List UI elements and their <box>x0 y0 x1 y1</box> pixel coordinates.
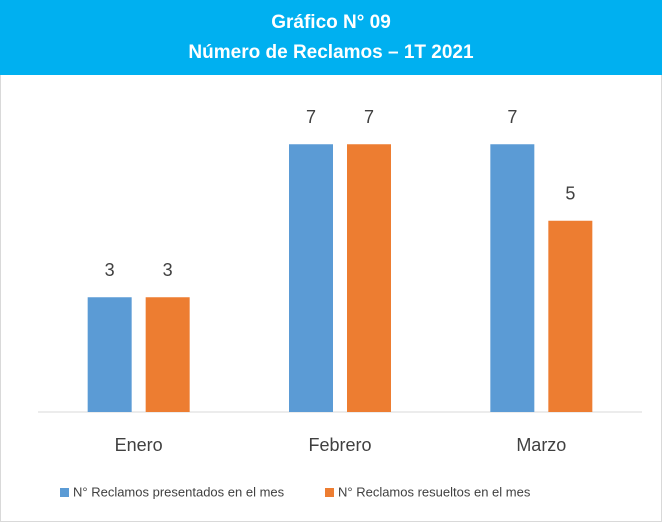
chart-title: Gráfico N° 09 <box>271 12 391 33</box>
x-tick-label: Enero <box>115 435 163 455</box>
legend-label: N° Reclamos resueltos en el mes <box>338 484 531 499</box>
data-label: 7 <box>364 107 374 127</box>
bar <box>490 144 535 412</box>
data-label: 5 <box>565 184 575 204</box>
bar <box>548 220 593 412</box>
x-tick-label: Marzo <box>516 435 566 455</box>
chart-title: Número de Reclamos – 1T 2021 <box>188 42 474 63</box>
legend-swatch <box>325 488 334 497</box>
legend-swatch <box>60 488 69 497</box>
data-label: 7 <box>507 107 517 127</box>
bar <box>87 297 132 412</box>
data-label: 7 <box>306 107 316 127</box>
title-band <box>0 0 662 75</box>
legend-label: N° Reclamos presentados en el mes <box>73 484 285 499</box>
bar <box>145 297 190 412</box>
x-tick-label: Febrero <box>308 435 371 455</box>
bar <box>289 144 333 412</box>
data-label: 3 <box>163 260 173 280</box>
bar <box>347 144 391 412</box>
data-label: 3 <box>105 260 115 280</box>
